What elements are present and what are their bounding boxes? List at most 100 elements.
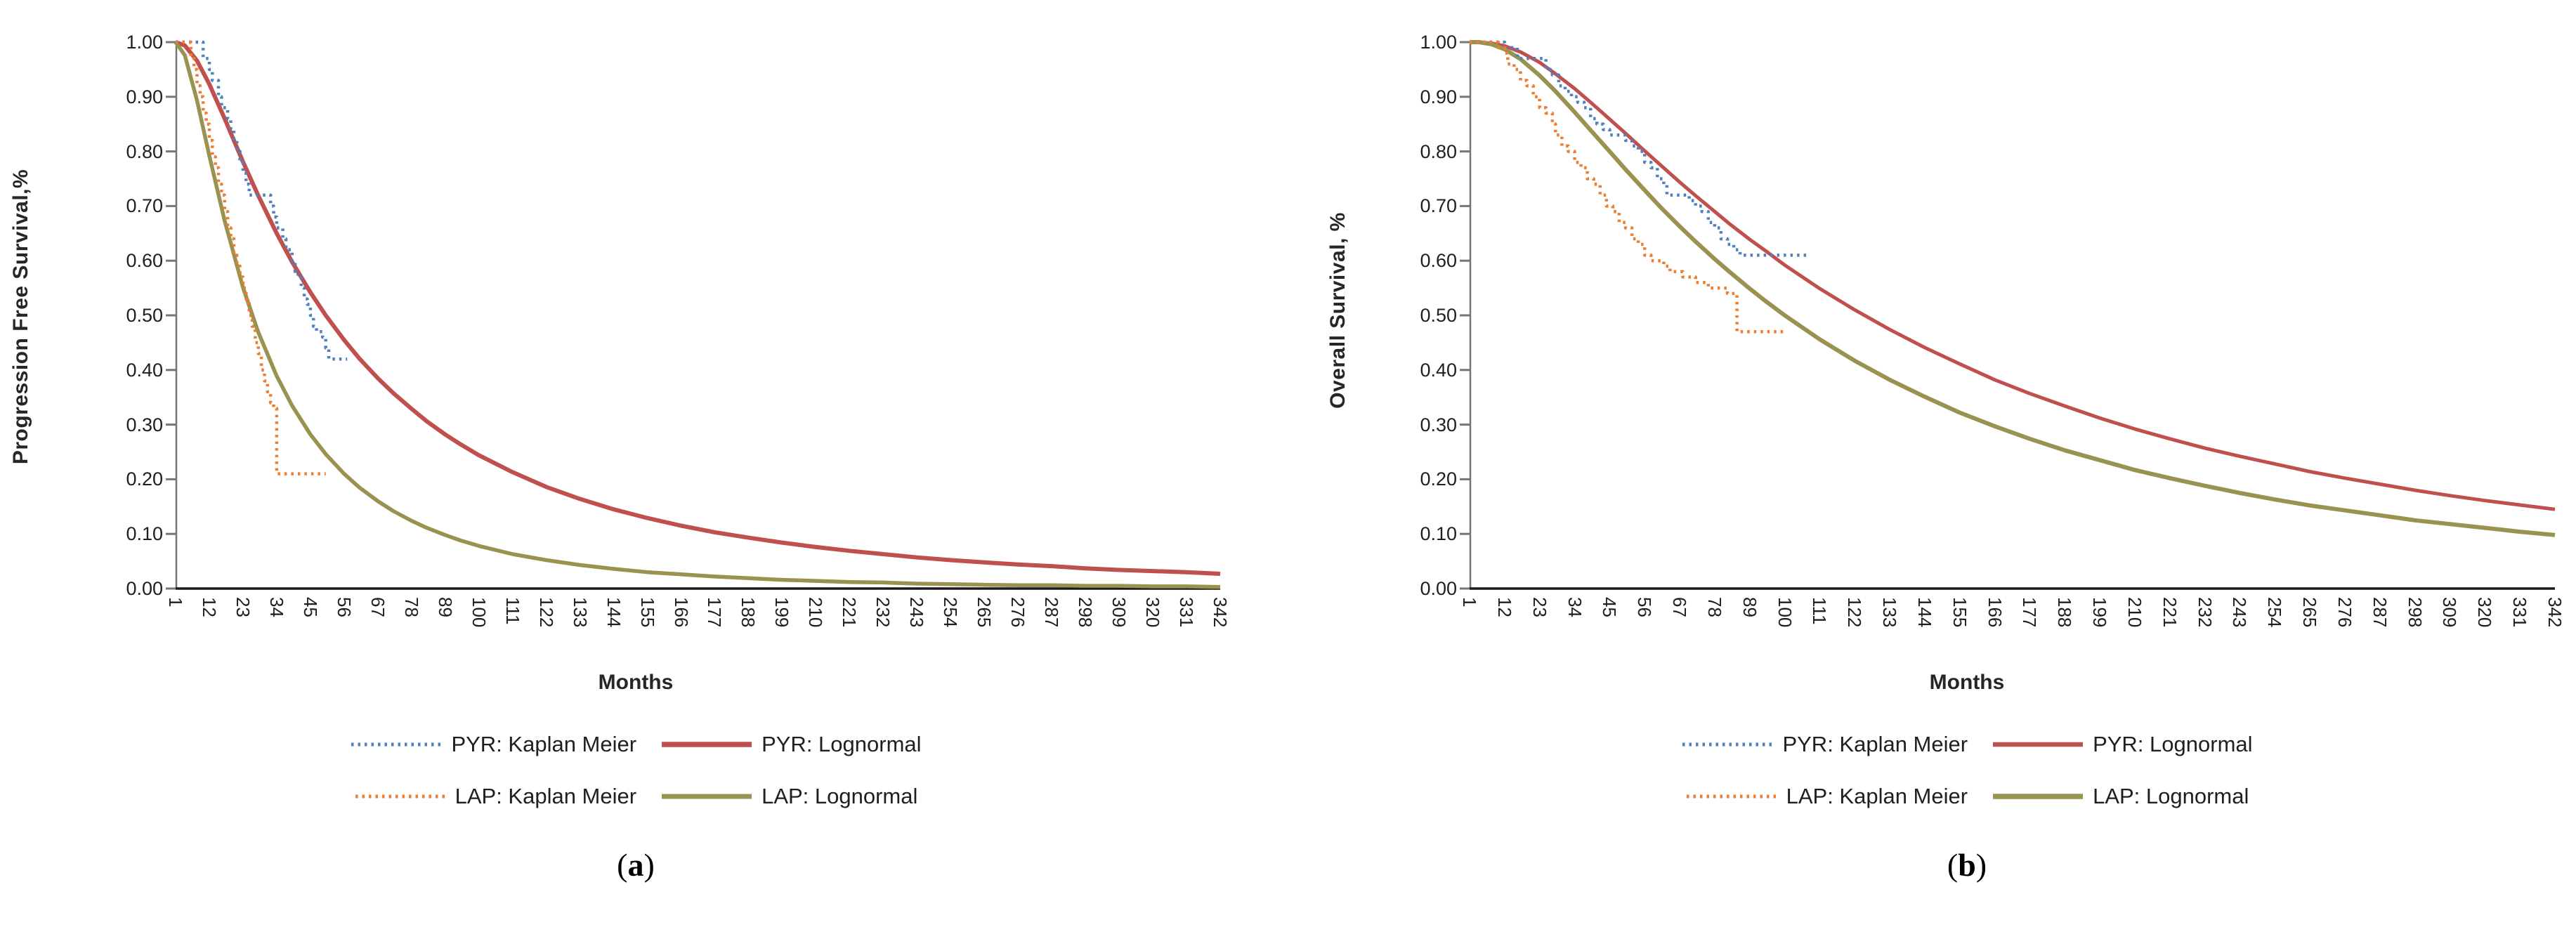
legend-item-lap-kaplan-meier: LAP: Kaplan Meier (354, 784, 636, 809)
x-tick-label: 122 (1844, 597, 1866, 628)
y-tick-label: 0.40 (126, 359, 163, 381)
x-tick-label: 122 (535, 597, 557, 628)
x-tick-label: 188 (738, 597, 759, 628)
x-tick-label: 177 (704, 597, 726, 628)
x-tick-label: 287 (2369, 597, 2391, 628)
x-tick-label: 111 (1809, 597, 1831, 625)
dotted-line-swatch-icon (350, 733, 443, 756)
series-pyr-lognormal (174, 40, 1221, 576)
x-tick-label: 177 (2019, 597, 2041, 628)
x-tick-label: 276 (2334, 597, 2355, 628)
panel-a-legend-row-2: LAP: Kaplan Meier LAP: Lognormal (144, 784, 1127, 809)
x-tick-label: 23 (232, 597, 254, 617)
legend-label: PYR: Lognormal (2093, 732, 2253, 756)
y-tick-label: 0.70 (1420, 195, 1457, 217)
x-tick-label: 265 (974, 597, 995, 628)
x-tick-label: 309 (1109, 597, 1130, 628)
x-tick-label: 243 (2229, 597, 2251, 628)
solid-line-swatch-icon (1992, 733, 2084, 756)
x-tick-label: 1 (165, 597, 186, 608)
x-tick-label: 265 (2299, 597, 2321, 628)
panel-a-legend-row-1: PYR: Kaplan Meier PYR: Lognormal (144, 732, 1127, 757)
legend-item-lap-kaplan-meier: LAP: Kaplan Meier (1685, 784, 1968, 809)
series-lap-kaplan-meier (176, 40, 326, 475)
solid-line-swatch-icon (660, 733, 753, 756)
x-tick-label: 320 (2474, 597, 2496, 628)
x-tick-label: 309 (2439, 597, 2461, 628)
y-tick-label: 0.60 (126, 250, 163, 272)
legend-label: LAP: Kaplan Meier (1786, 784, 1968, 808)
y-tick-label: 0.30 (1420, 414, 1457, 435)
x-tick-label: 342 (2544, 597, 2565, 628)
x-tick-label: 45 (1599, 597, 1621, 617)
panel-b-y-axis-title: Overall Survival, % (1326, 212, 1349, 409)
x-tick-label: 221 (2159, 597, 2181, 628)
x-tick-label: 100 (468, 597, 490, 628)
dotted-line-swatch-icon (354, 784, 447, 808)
x-tick-label: 155 (1949, 597, 1970, 628)
panel-b-legend-row-2: LAP: Kaplan Meier LAP: Lognormal (1475, 784, 2459, 809)
x-tick-label: 12 (1493, 597, 1515, 617)
x-tick-label: 67 (367, 597, 388, 617)
x-tick-label: 342 (1210, 597, 1231, 628)
x-tick-label: 12 (198, 597, 220, 617)
y-tick-label: 0.60 (1420, 250, 1457, 272)
x-tick-label: 254 (940, 597, 962, 628)
panel-a-y-axis-title: Progression Free Survival,% (9, 169, 32, 465)
x-tick-label: 232 (2194, 597, 2216, 628)
y-tick-label: 0.00 (1420, 578, 1457, 599)
y-tick-label: 0.20 (126, 468, 163, 490)
legend-item-lap-lognormal: LAP: Lognormal (1992, 784, 2249, 809)
panel-a-caption: (a) (617, 847, 655, 883)
x-tick-label: 144 (1914, 597, 1935, 628)
x-tick-label: 166 (670, 597, 692, 628)
legend-label: LAP: Lognormal (2093, 784, 2249, 808)
x-tick-label: 254 (2264, 597, 2286, 628)
x-tick-label: 199 (2089, 597, 2111, 628)
y-tick-label: 0.00 (126, 578, 163, 599)
y-tick-label: 1.00 (126, 32, 163, 53)
x-tick-label: 155 (636, 597, 658, 628)
x-tick-label: 232 (872, 597, 894, 628)
y-tick-label: 0.90 (126, 86, 163, 107)
x-tick-label: 78 (1704, 597, 1725, 617)
x-tick-label: 100 (1774, 597, 1796, 628)
legend-item-pyr-lognormal: PYR: Lognormal (1992, 732, 2253, 757)
panel-b-legend-row-1: PYR: Kaplan Meier PYR: Lognormal (1475, 732, 2459, 757)
y-tick-label: 0.70 (126, 195, 163, 217)
panel-a-plot-area (166, 40, 1221, 590)
x-tick-label: 166 (1984, 597, 2006, 628)
y-tick-label: 1.00 (1420, 32, 1457, 53)
x-tick-label: 199 (771, 597, 793, 628)
solid-line-swatch-icon (660, 784, 753, 808)
panel-b-plot-area (1460, 40, 2556, 590)
dotted-line-swatch-icon (1681, 733, 1774, 756)
y-tick-label: 0.80 (1420, 140, 1457, 162)
y-tick-label: 0.40 (1420, 359, 1457, 381)
x-tick-label: 34 (266, 597, 287, 617)
y-tick-label: 0.50 (1420, 305, 1457, 326)
x-tick-label: 23 (1529, 597, 1550, 617)
solid-line-swatch-icon (1992, 784, 2084, 808)
y-tick-label: 0.20 (1420, 468, 1457, 490)
x-tick-label: 210 (805, 597, 827, 628)
y-tick-label: 0.90 (1420, 86, 1457, 107)
series-pyr-lognormal (1470, 40, 2556, 511)
y-tick-label: 0.30 (126, 414, 163, 435)
x-tick-label: 89 (434, 597, 456, 617)
x-tick-label: 221 (839, 597, 861, 628)
series-pyr-kaplan-meier (176, 40, 348, 361)
x-tick-label: 320 (1142, 597, 1164, 628)
panel-a-x-axis-title: Months (598, 671, 674, 694)
legend-label: PYR: Kaplan Meier (1782, 732, 1968, 756)
series-lap-lognormal (1470, 40, 2556, 537)
x-tick-label: 67 (1669, 597, 1691, 617)
x-tick-label: 276 (1007, 597, 1029, 628)
x-tick-label: 243 (906, 597, 928, 628)
x-tick-label: 133 (1879, 597, 1901, 628)
y-tick-label: 0.10 (1420, 523, 1457, 545)
legend-item-pyr-kaplan-meier: PYR: Kaplan Meier (1681, 732, 1968, 757)
x-tick-label: 34 (1564, 597, 1586, 617)
x-tick-label: 210 (2124, 597, 2145, 628)
